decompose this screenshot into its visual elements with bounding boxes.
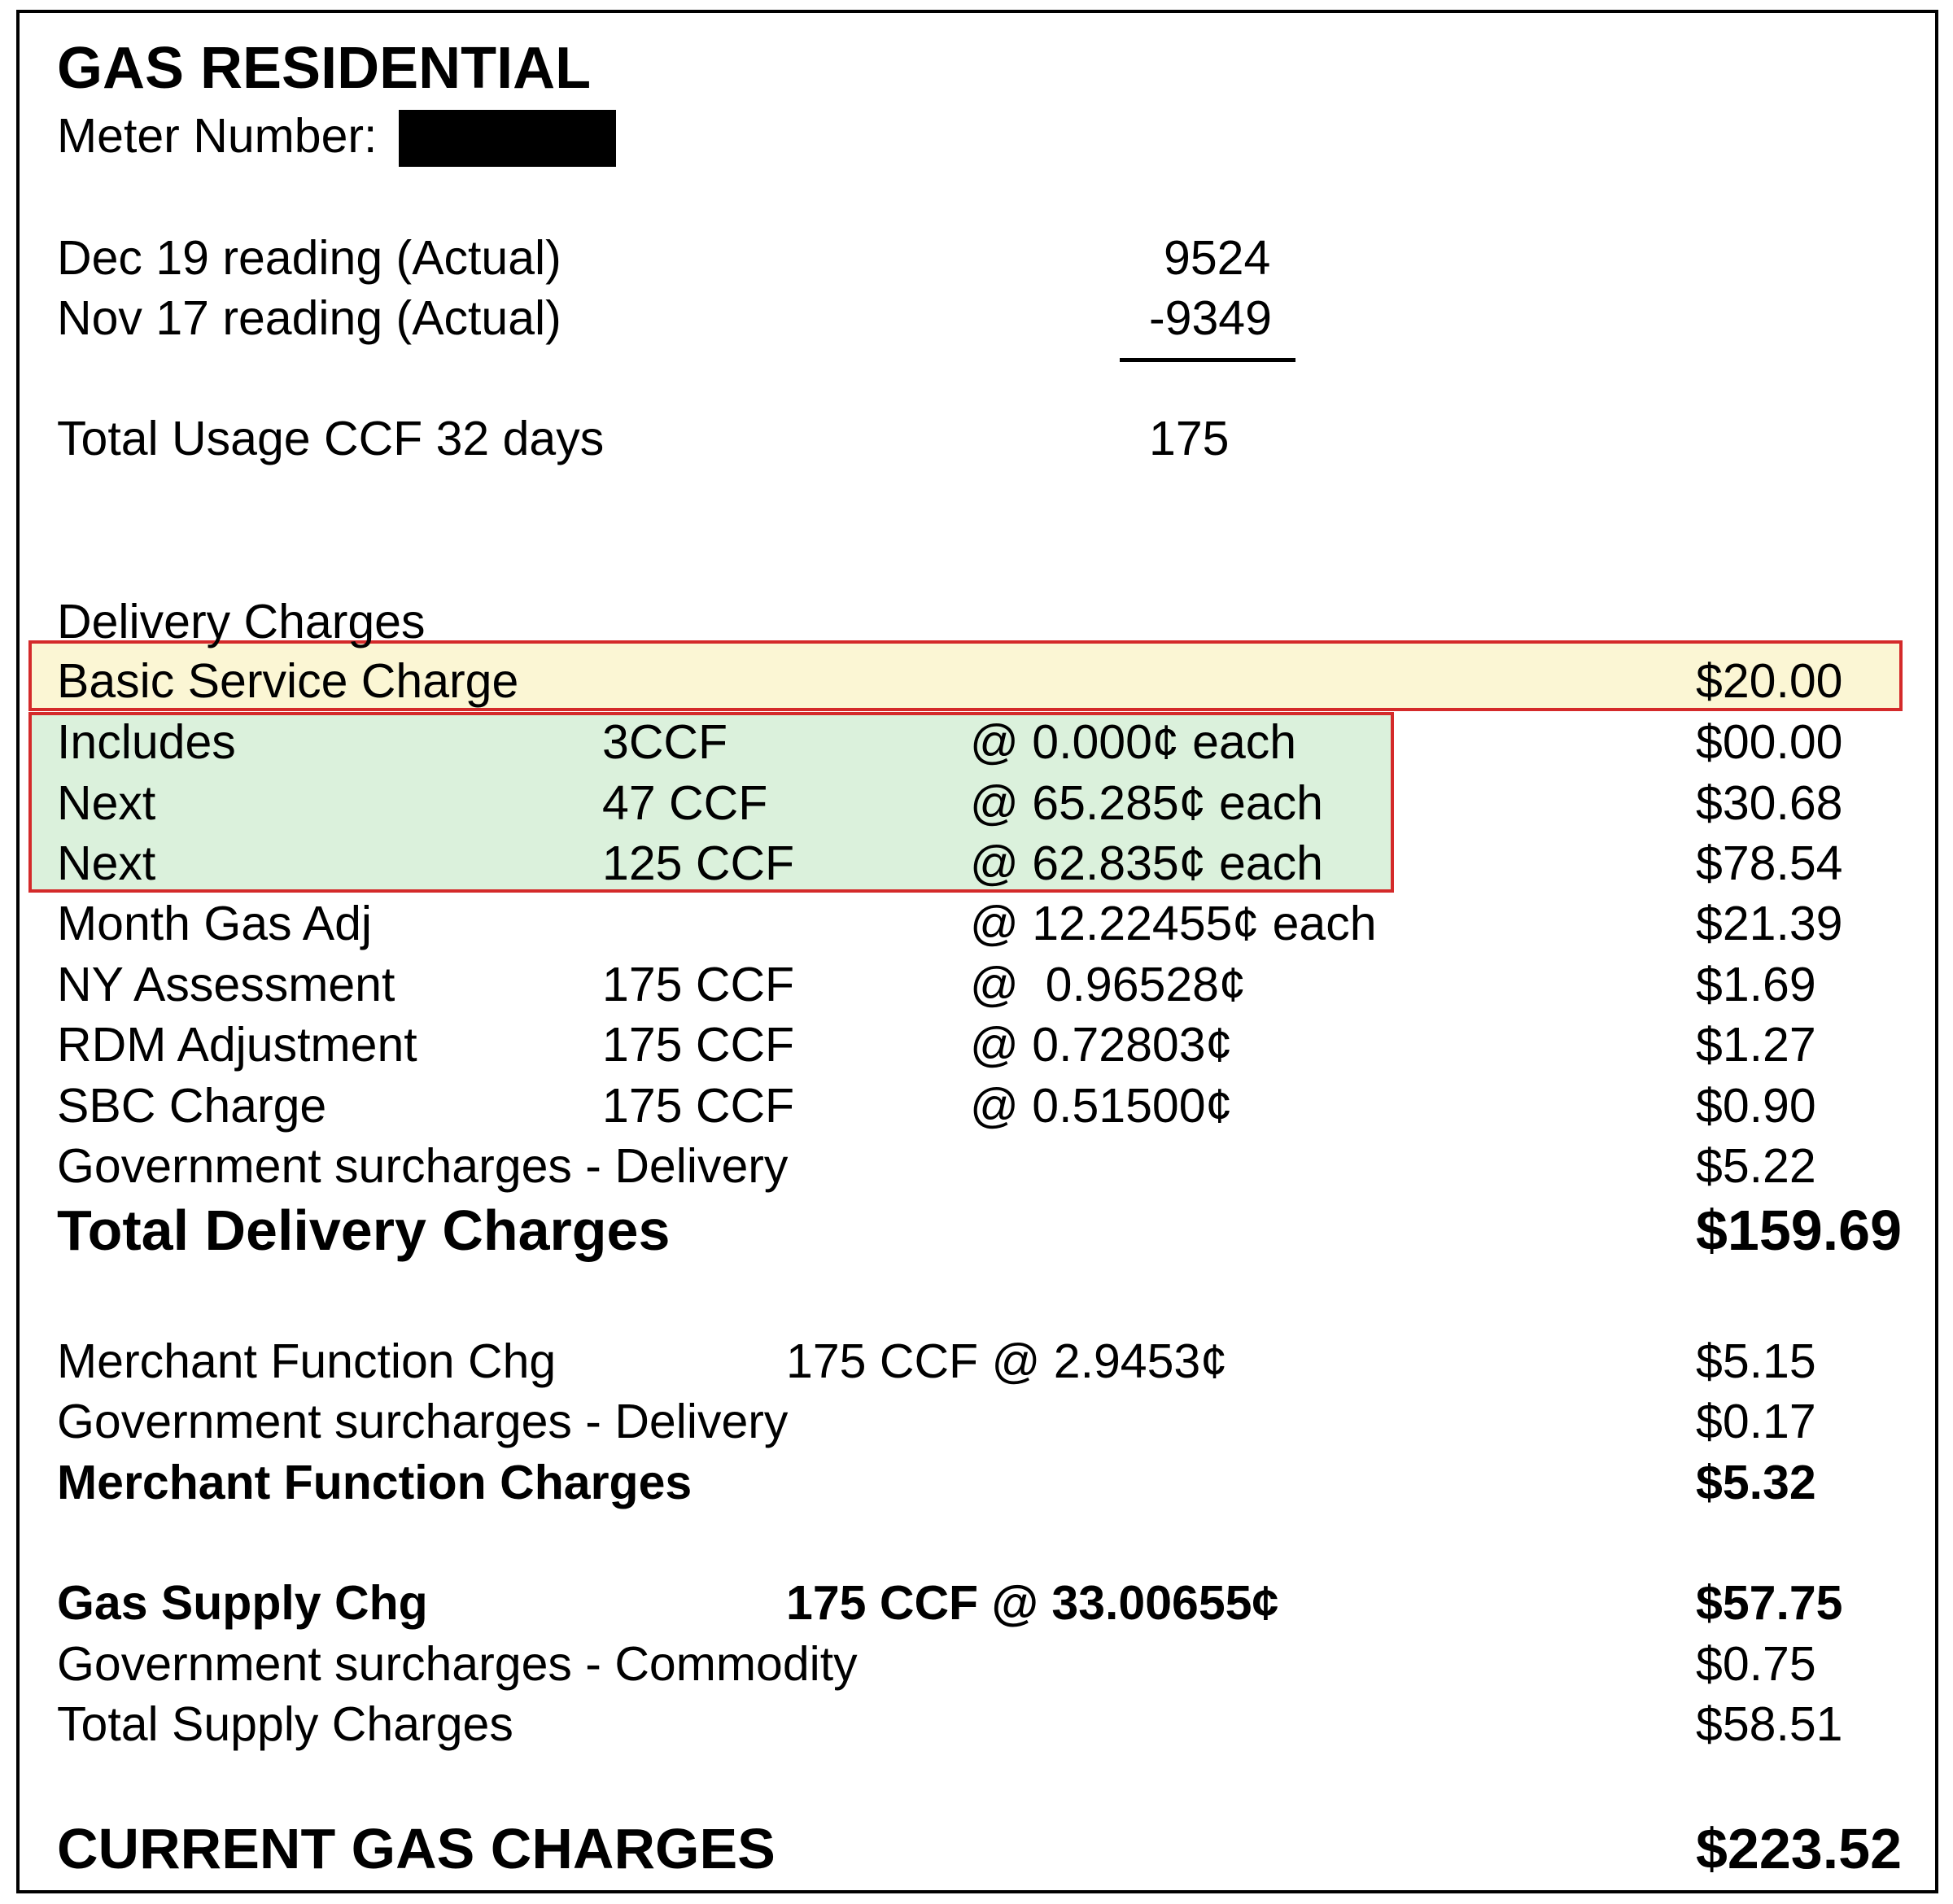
tier-highlight [28,712,1394,893]
merchant-surcharge-amount: $0.17 [1696,1395,1816,1448]
charge-amount: $1.27 [1696,1018,1816,1072]
charge-amount: $0.90 [1696,1079,1816,1133]
tier-amount: $78.54 [1696,836,1843,890]
tier-label: Includes [57,715,236,769]
total-delivery-label: Total Delivery Charges [57,1199,671,1262]
charge-qty: 175 CCF [602,958,795,1011]
gas-supply-amount: $57.75 [1696,1576,1843,1630]
current-gas-charges-amount: $223.52 [1696,1817,1903,1880]
tier-label: Next [57,836,156,890]
tier-label: Next [57,776,156,830]
tier-qty: 47 CCF [602,776,768,830]
current-reading-value: 9524 [1164,231,1271,285]
charge-label: NY Assessment [57,958,395,1011]
charge-qty: 175 CCF [602,1079,795,1133]
charge-amount: $21.39 [1696,897,1843,950]
charge-amount: $1.69 [1696,958,1816,1011]
total-delivery-amount: $159.69 [1696,1199,1903,1262]
merchant-total-amount: $5.32 [1696,1456,1816,1509]
charge-rate: @ 0.51500¢ [970,1079,1233,1133]
merchant-surcharge-label: Government surcharges - Delivery [57,1395,789,1448]
basic-service-label: Basic Service Charge [57,654,519,708]
merchant-function-amount: $5.15 [1696,1334,1816,1388]
tier-rate: @ 0.000¢ each [970,715,1297,769]
supply-surcharge-label: Government surcharges - Commodity [57,1637,858,1691]
charge-label: Government surcharges - Delivery [57,1139,789,1193]
meter-number-redacted [399,110,616,167]
supply-total-amount: $58.51 [1696,1697,1843,1751]
tier-qty: 125 CCF [602,836,795,890]
merchant-total-label: Merchant Function Charges [57,1456,693,1509]
current-gas-charges-label: CURRENT GAS CHARGES [57,1817,776,1880]
meter-number-label: Meter Number: [57,109,378,163]
supply-total-label: Total Supply Charges [57,1697,513,1751]
tier-amount: $00.00 [1696,715,1843,769]
gas-supply-detail: 175 CCF @ 33.00655¢ [786,1576,1279,1630]
basic-service-amount: $20.00 [1696,654,1843,708]
delivery-charges-heading: Delivery Charges [57,595,426,648]
merchant-function-label: Merchant Function Chg [57,1334,557,1388]
charge-qty: 175 CCF [602,1018,795,1072]
supply-surcharge-amount: $0.75 [1696,1637,1816,1691]
charge-amount: $5.22 [1696,1139,1816,1193]
previous-reading-label: Nov 17 reading (Actual) [57,291,561,345]
current-reading-label: Dec 19 reading (Actual) [57,231,561,285]
total-usage-label: Total Usage CCF 32 days [57,412,605,465]
tier-rate: @ 65.285¢ each [970,776,1323,830]
charge-label: Month Gas Adj [57,897,372,950]
gas-supply-label: Gas Supply Chg [57,1576,428,1630]
charge-rate: @ 12.22455¢ each [970,897,1377,950]
charge-rate: @ 0.72803¢ [970,1018,1233,1072]
total-usage-value: 175 [1149,412,1230,465]
tier-rate: @ 62.835¢ each [970,836,1323,890]
tier-qty: 3CCF [602,715,728,769]
reading-subtraction-line [1120,358,1295,362]
basic-service-highlight [28,640,1903,711]
charge-rate: @ 0.96528¢ [970,958,1246,1011]
page-title: GAS RESIDENTIAL [57,36,592,101]
merchant-function-detail: 175 CCF @ 2.9453¢ [786,1334,1228,1388]
charge-label: SBC Charge [57,1079,327,1133]
charge-label: RDM Adjustment [57,1018,417,1072]
previous-reading-value: -9349 [1149,291,1272,345]
tier-amount: $30.68 [1696,776,1843,830]
bill-frame [16,10,1938,1893]
